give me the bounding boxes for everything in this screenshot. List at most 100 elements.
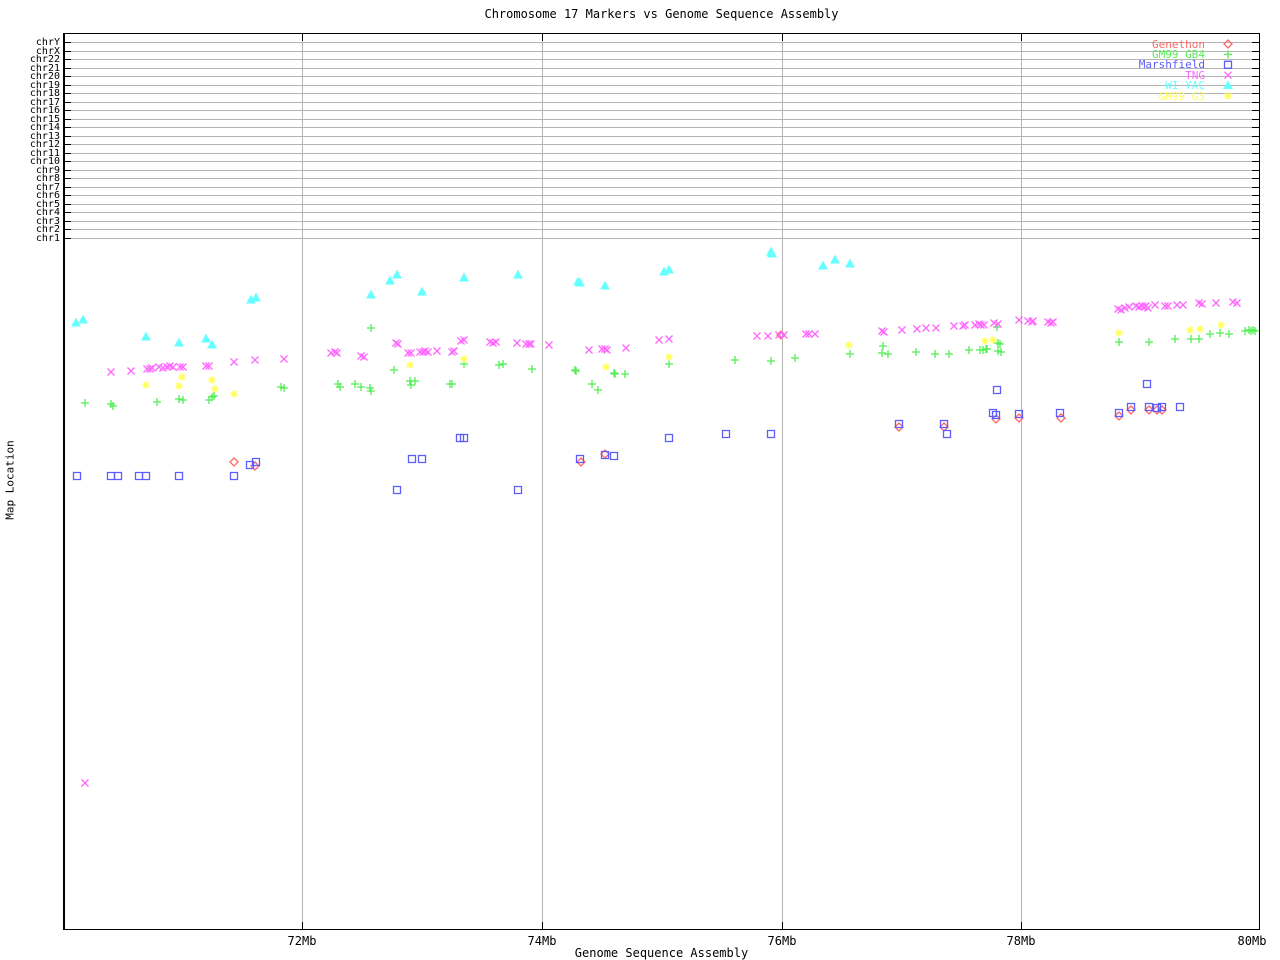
marker-marshfield bbox=[600, 450, 610, 460]
marker-marshfield bbox=[245, 460, 255, 470]
marker-wi-yac bbox=[575, 277, 585, 287]
marker-gm99-g3 bbox=[845, 341, 853, 349]
chromosome-label: chr13 bbox=[29, 130, 60, 142]
marker-gm99-gb4 bbox=[280, 384, 288, 392]
marker-gm99-gb4 bbox=[621, 370, 629, 378]
marker-marshfield bbox=[942, 429, 952, 439]
marker-tng bbox=[448, 348, 456, 356]
marker-marshfield bbox=[1157, 402, 1167, 412]
marker-gm99-gb4 bbox=[367, 324, 375, 332]
marker-marshfield bbox=[1175, 402, 1185, 412]
marker-tng bbox=[961, 321, 969, 329]
chromosome-label: chrX bbox=[35, 45, 60, 57]
marker-gm99-gb4 bbox=[996, 340, 1004, 348]
marker-gm99-g3 bbox=[1217, 321, 1225, 329]
marker-wi-yac bbox=[366, 289, 376, 299]
marker-marshfield bbox=[1142, 379, 1152, 389]
series-genethon bbox=[229, 330, 1167, 471]
marker-tng bbox=[230, 358, 238, 366]
marker-wi-yac bbox=[251, 292, 261, 302]
marker-wi-yac bbox=[459, 272, 469, 282]
marker-tng bbox=[1117, 306, 1125, 314]
legend-label: Genethon bbox=[1152, 37, 1205, 51]
legend-label: TNG bbox=[1185, 68, 1205, 82]
marker-tng bbox=[148, 364, 156, 372]
marker-tng bbox=[922, 324, 930, 332]
chromosome-label: chr3 bbox=[35, 215, 60, 227]
chromosome-label: chr6 bbox=[35, 189, 60, 201]
marker-tng bbox=[333, 349, 341, 357]
chromosome-label: chr17 bbox=[29, 96, 60, 108]
marker-marshfield bbox=[766, 429, 776, 439]
marker-tng bbox=[994, 320, 1002, 328]
chromosome-label: chr15 bbox=[29, 113, 60, 125]
marker-tng bbox=[802, 330, 810, 338]
marker-tng bbox=[977, 321, 985, 329]
marker-gm99-gb4 bbox=[846, 350, 854, 358]
marker-tng bbox=[492, 338, 500, 346]
marker-gm99-gb4 bbox=[81, 399, 89, 407]
marker-wi-yac bbox=[664, 264, 674, 274]
marker-gm99-gb4 bbox=[879, 342, 887, 350]
marker-tng bbox=[932, 324, 940, 332]
marker-marshfield bbox=[174, 471, 184, 481]
x-tick-label: 72Mb bbox=[287, 934, 317, 948]
chromosome-label: chr21 bbox=[29, 62, 60, 74]
marker-tng bbox=[407, 349, 415, 357]
marker-tng bbox=[585, 346, 593, 354]
marker-gm99-gb4 bbox=[390, 366, 398, 374]
marker-tng bbox=[655, 336, 663, 344]
legend-label: GM99 GB4 bbox=[1152, 47, 1205, 61]
marker-wi-yac bbox=[201, 333, 211, 343]
marker-tng bbox=[424, 348, 432, 356]
marker-tng bbox=[450, 347, 458, 355]
chromosome-label: chr19 bbox=[29, 79, 60, 91]
chromosome-label: chr1 bbox=[35, 232, 60, 244]
marker-gm99-g3 bbox=[406, 361, 414, 369]
marker-tng bbox=[980, 321, 988, 329]
marker-marshfield bbox=[991, 410, 1001, 420]
marker-marshfield bbox=[939, 419, 949, 429]
marker-gm99-gb4 bbox=[767, 357, 775, 365]
marker-tng bbox=[146, 365, 154, 373]
marker-tng bbox=[1144, 304, 1152, 312]
marker-marshfield bbox=[72, 471, 82, 481]
marker-marshfield bbox=[894, 419, 904, 429]
x-axis-label: Genome Sequence Assembly bbox=[574, 946, 749, 960]
legend-marker-icon bbox=[1224, 92, 1232, 100]
marker-marshfield bbox=[417, 454, 427, 464]
marker-gm99-gb4 bbox=[1187, 335, 1195, 343]
marker-tng bbox=[1173, 301, 1181, 309]
marker-marshfield bbox=[664, 433, 674, 443]
marker-gm99-gb4 bbox=[367, 387, 375, 395]
marker-tng bbox=[176, 363, 184, 371]
marker-tng bbox=[665, 335, 673, 343]
marker-wi-yac bbox=[417, 286, 427, 296]
legend-marker-icon bbox=[1223, 39, 1233, 49]
chromosome-label: chr9 bbox=[35, 164, 60, 176]
marker-tng bbox=[780, 331, 788, 339]
marker-marshfield bbox=[513, 485, 523, 495]
marker-gm99-gb4 bbox=[499, 360, 507, 368]
marker-gm99-gb4 bbox=[175, 395, 183, 403]
marker-gm99-gb4 bbox=[665, 360, 673, 368]
marker-gm99-gb4 bbox=[1216, 329, 1224, 337]
marker-marshfield bbox=[229, 471, 239, 481]
marker-tng bbox=[460, 336, 468, 344]
marker-tng bbox=[764, 332, 772, 340]
chromosome-label: chr14 bbox=[29, 121, 60, 133]
marker-gm99-g3 bbox=[1196, 325, 1204, 333]
marker-gm99-gb4 bbox=[495, 361, 503, 369]
marker-gm99-g3 bbox=[175, 382, 183, 390]
marker-tng bbox=[513, 339, 521, 347]
marker-marshfield bbox=[1114, 408, 1124, 418]
marker-tng bbox=[392, 339, 400, 347]
marker-tng bbox=[950, 322, 958, 330]
marker-tng bbox=[1047, 319, 1055, 327]
marker-marshfield bbox=[113, 471, 123, 481]
marker-wi-yac bbox=[141, 331, 151, 341]
marker-tng bbox=[1015, 316, 1023, 324]
marker-tng bbox=[251, 356, 259, 364]
marker-marshfield bbox=[721, 429, 731, 439]
marker-marshfield bbox=[609, 451, 619, 461]
